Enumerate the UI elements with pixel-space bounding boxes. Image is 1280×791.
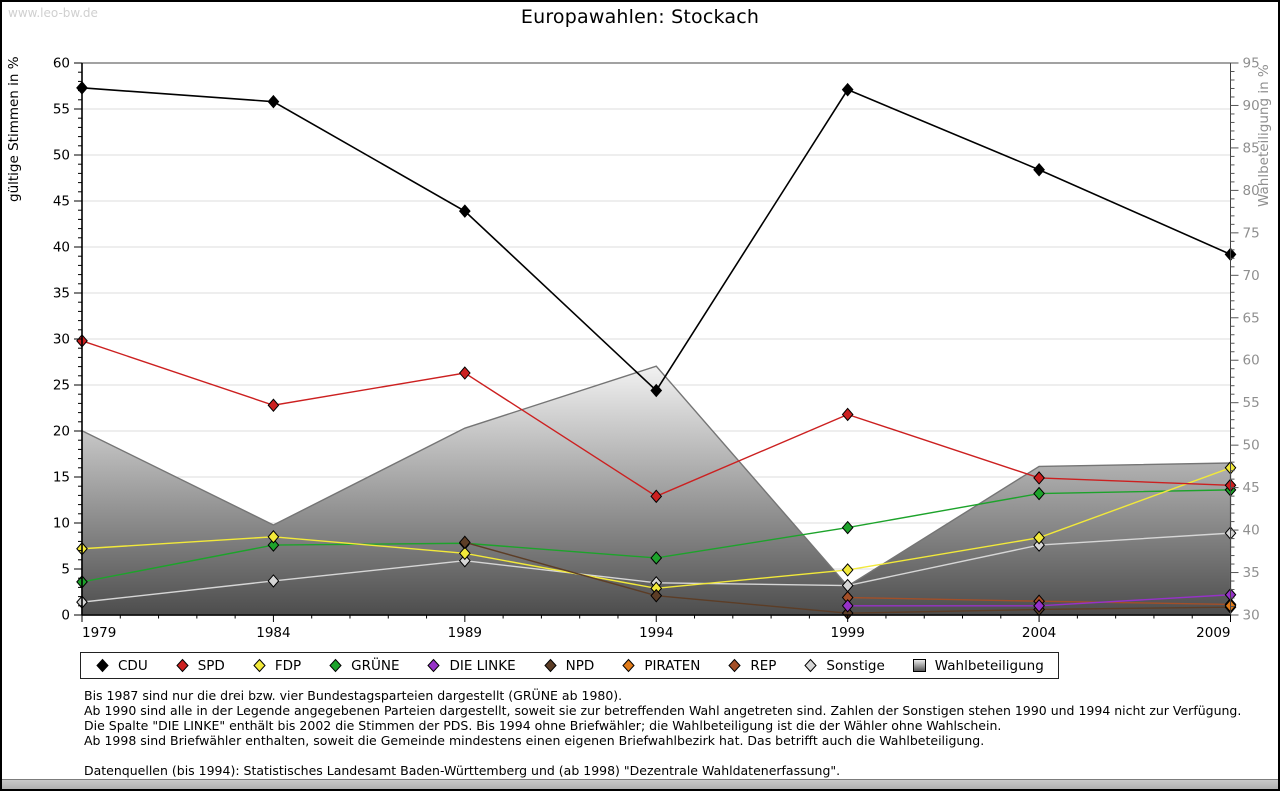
legend-label: DIE LINKE (449, 657, 516, 674)
legend-label: GRÜNE (351, 657, 400, 674)
watermark: www.leo-bw.de (8, 6, 98, 20)
y-right-tick-label: 50 (1243, 438, 1260, 454)
legend-item-wahlbeteiligung: Wahlbeteiligung (912, 658, 1044, 674)
y-right-tick-label: 60 (1243, 353, 1260, 369)
chart-legend: CDU SPD FDP GRÜNE DIE LINKE NPD PIRATEN REP Sons… (80, 652, 1059, 679)
y-left-tick-label: 0 (61, 608, 70, 624)
party-marker-icon (176, 658, 189, 673)
y-left-tick-label: 40 (53, 240, 70, 256)
party-marker-icon (543, 658, 557, 673)
x-tick-label: 1979 (82, 625, 116, 641)
y-left-tick-label: 15 (53, 470, 70, 486)
election-chart: 0 5 10 15 20 25 30 35 40 45 50 55 60 30 35 40 45 50 55 60 65… (6, 56, 1272, 642)
party-marker-icon (427, 658, 441, 673)
footnote-line: Ab 1998 sind Briefwähler enthalten, sowe… (84, 733, 985, 748)
y-right-tick-label: 40 (1243, 523, 1260, 539)
legend-label: CDU (118, 657, 148, 674)
party-marker-icon (253, 658, 266, 673)
horizontal-scrollbar[interactable] (2, 779, 1278, 789)
y-left-tick-label: 30 (53, 332, 70, 348)
y-left-tick-label: 50 (53, 148, 70, 164)
legend-label: PIRATEN (644, 657, 701, 674)
legend-item-cdu: CDU (95, 658, 148, 674)
party-marker-icon (96, 658, 109, 673)
series-spd (76, 334, 1237, 504)
y-left-tick-label: 45 (53, 194, 70, 210)
axes: 0 5 10 15 20 25 30 35 40 45 50 55 60 30 35 40 45 50 55 60 65… (53, 56, 1260, 642)
x-tick-label: 1989 (448, 625, 482, 641)
footnote-line: Ab 1990 sind alle in der Legende angegeb… (84, 703, 1242, 718)
party-marker-icon (728, 658, 742, 673)
y-right-tick-label: 75 (1243, 225, 1260, 241)
footnotes: Bis 1987 sind nur die drei bzw. vier Bun… (84, 688, 1242, 779)
legend-item-die-linke: DIE LINKE (426, 657, 516, 674)
y-left-tick-label: 25 (53, 378, 70, 394)
y-right-tick-label: 45 (1243, 480, 1260, 496)
legend-item-npd: NPD (543, 657, 595, 674)
x-tick-label: 2009 (1196, 625, 1230, 641)
legend-label: Sonstige (826, 657, 885, 674)
y-right-tick-label: 30 (1243, 608, 1260, 624)
y-right-tick-label: 85 (1243, 140, 1260, 156)
y-left-tick-label: 35 (53, 286, 70, 302)
y-left-axis-title: gültige Stimmen in % (6, 56, 22, 202)
legend-item-grüne: GRÜNE (328, 658, 399, 674)
footnote-line: Datenquellen (bis 1994): Statistisches L… (84, 763, 841, 778)
legend-item-rep: REP (727, 658, 776, 674)
y-right-tick-label: 70 (1243, 268, 1260, 284)
y-left-tick-label: 20 (53, 424, 70, 440)
legend-item-sonstige: Sonstige (803, 657, 885, 674)
x-tick-label: 2004 (1022, 625, 1056, 641)
footnote-line (84, 749, 1241, 764)
legend-label: FDP (274, 657, 302, 674)
party-marker-icon (329, 658, 342, 673)
x-tick-label: 1994 (639, 625, 673, 641)
series-lines (76, 81, 1237, 620)
series-cdu (76, 81, 1237, 398)
y-right-tick-label: 65 (1243, 310, 1260, 326)
legend-item-piraten: PIRATEN (621, 658, 700, 674)
y-right-tick-label: 35 (1243, 565, 1260, 581)
y-right-tick-label: 95 (1243, 56, 1260, 72)
y-left-tick-label: 10 (53, 516, 70, 532)
y-left-tick-label: 55 (53, 102, 70, 118)
footnote-line: Die Spalte "DIE LINKE" enthält bis 2002 … (84, 718, 1002, 733)
y-left-tick-label: 5 (61, 562, 70, 578)
footnote-line: Bis 1987 sind nur die drei bzw. vier Bun… (84, 688, 623, 703)
legend-item-spd: SPD (175, 658, 225, 674)
legend-label: Wahlbeteiligung (934, 657, 1044, 674)
legend-label: NPD (565, 657, 595, 674)
y-left-tick-label: 60 (53, 56, 70, 72)
y-right-tick-label: 90 (1243, 98, 1260, 114)
y-right-tick-label: 55 (1243, 395, 1260, 411)
x-tick-label: 1999 (830, 625, 864, 641)
x-tick-label: 1984 (256, 625, 290, 641)
legend-label: SPD (197, 657, 225, 674)
y-right-axis-title: Wahlbeteiligung in % (1256, 64, 1272, 207)
page-title: Europawahlen: Stockach (520, 6, 760, 28)
party-marker-icon (622, 658, 635, 673)
y-right-tick-label: 80 (1243, 183, 1260, 199)
turnout-swatch-icon (912, 659, 926, 672)
legend-label: REP (750, 657, 777, 674)
party-marker-icon (804, 658, 818, 673)
legend-item-fdp: FDP (252, 658, 301, 674)
